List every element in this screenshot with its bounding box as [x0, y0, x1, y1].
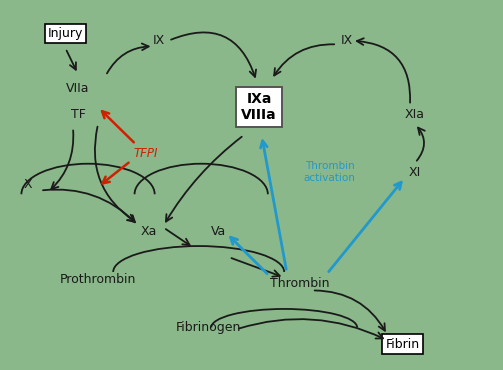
Text: Va: Va — [211, 225, 226, 238]
Text: Fibrinogen: Fibrinogen — [176, 321, 241, 334]
Text: X: X — [23, 178, 32, 192]
Text: Fibrin: Fibrin — [385, 337, 420, 351]
Text: XIa: XIa — [405, 108, 425, 121]
Text: Injury: Injury — [48, 27, 83, 40]
Text: XI: XI — [409, 165, 421, 179]
Text: TF: TF — [70, 108, 86, 121]
Text: Thrombin
activation: Thrombin activation — [303, 161, 356, 183]
Text: TFPI: TFPI — [134, 147, 158, 160]
Text: Prothrombin: Prothrombin — [60, 273, 136, 286]
Text: Thrombin: Thrombin — [270, 276, 329, 290]
Text: IX: IX — [341, 34, 353, 47]
Text: Xa: Xa — [140, 225, 156, 238]
Text: IX: IX — [152, 34, 164, 47]
Text: IXa
VIIIa: IXa VIIIa — [241, 92, 277, 122]
Text: VIIa: VIIa — [66, 82, 90, 95]
